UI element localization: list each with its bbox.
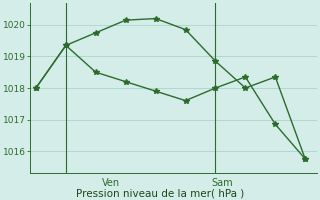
Text: Sam: Sam [211, 178, 233, 188]
Text: Pression niveau de la mer( hPa ): Pression niveau de la mer( hPa ) [76, 188, 244, 198]
Text: Ven: Ven [102, 178, 121, 188]
